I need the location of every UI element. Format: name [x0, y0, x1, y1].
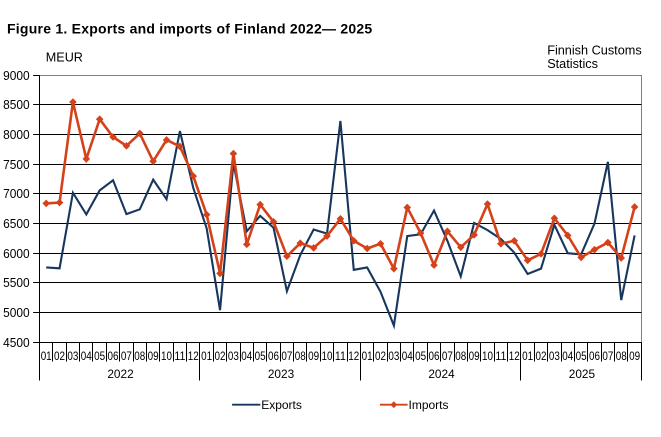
svg-text:03: 03: [228, 349, 239, 363]
svg-text:2022: 2022: [107, 367, 134, 381]
svg-text:07: 07: [281, 349, 292, 363]
svg-text:03: 03: [549, 349, 560, 363]
svg-text:7500: 7500: [3, 157, 30, 172]
svg-text:Figure 1. Exports and imports: Figure 1. Exports and imports of Finland…: [7, 20, 372, 36]
svg-text:2025: 2025: [569, 367, 596, 381]
svg-text:09: 09: [308, 349, 319, 363]
svg-text:4500: 4500: [3, 335, 30, 350]
svg-text:04: 04: [81, 349, 92, 363]
svg-text:12: 12: [509, 349, 520, 363]
svg-text:5500: 5500: [3, 275, 30, 290]
svg-text:08: 08: [134, 349, 145, 363]
svg-text:10: 10: [482, 349, 493, 363]
svg-text:10: 10: [161, 349, 172, 363]
svg-text:9000: 9000: [3, 68, 30, 83]
svg-text:02: 02: [536, 349, 547, 363]
svg-text:09: 09: [148, 349, 159, 363]
svg-text:6500: 6500: [3, 216, 30, 231]
svg-text:8000: 8000: [3, 127, 30, 142]
svg-text:07: 07: [442, 349, 453, 363]
svg-text:01: 01: [41, 349, 52, 363]
svg-text:Exports: Exports: [261, 398, 302, 412]
svg-text:06: 06: [268, 349, 279, 363]
svg-text:08: 08: [455, 349, 466, 363]
svg-text:2024: 2024: [428, 367, 455, 381]
svg-text:11: 11: [335, 349, 346, 363]
svg-text:02: 02: [54, 349, 65, 363]
svg-text:05: 05: [415, 349, 426, 363]
svg-text:03: 03: [388, 349, 399, 363]
svg-text:04: 04: [402, 349, 413, 363]
svg-text:06: 06: [429, 349, 440, 363]
svg-text:Imports: Imports: [409, 398, 449, 412]
svg-text:Finnish Customs: Finnish Customs: [547, 44, 641, 58]
svg-text:04: 04: [562, 349, 573, 363]
svg-text:02: 02: [215, 349, 226, 363]
svg-text:09: 09: [469, 349, 480, 363]
svg-text:7000: 7000: [3, 186, 30, 201]
svg-text:04: 04: [241, 349, 252, 363]
svg-text:6000: 6000: [3, 246, 30, 261]
svg-text:07: 07: [602, 349, 613, 363]
svg-text:05: 05: [255, 349, 266, 363]
svg-text:06: 06: [589, 349, 600, 363]
svg-text:05: 05: [576, 349, 587, 363]
svg-text:05: 05: [94, 349, 105, 363]
svg-text:09: 09: [629, 349, 640, 363]
svg-text:08: 08: [616, 349, 627, 363]
svg-text:07: 07: [121, 349, 132, 363]
svg-text:8500: 8500: [3, 97, 30, 112]
svg-text:10: 10: [322, 349, 333, 363]
svg-text:2023: 2023: [268, 367, 295, 381]
svg-text:03: 03: [67, 349, 78, 363]
svg-text:11: 11: [495, 349, 506, 363]
svg-text:01: 01: [201, 349, 212, 363]
svg-text:06: 06: [108, 349, 119, 363]
svg-text:12: 12: [348, 349, 359, 363]
svg-text:MEUR: MEUR: [46, 51, 83, 65]
svg-text:11: 11: [174, 349, 185, 363]
svg-text:5000: 5000: [3, 305, 30, 320]
svg-text:01: 01: [522, 349, 533, 363]
svg-text:Statistics: Statistics: [547, 57, 598, 71]
svg-text:01: 01: [362, 349, 373, 363]
svg-text:02: 02: [375, 349, 386, 363]
svg-text:12: 12: [188, 349, 199, 363]
svg-text:08: 08: [295, 349, 306, 363]
